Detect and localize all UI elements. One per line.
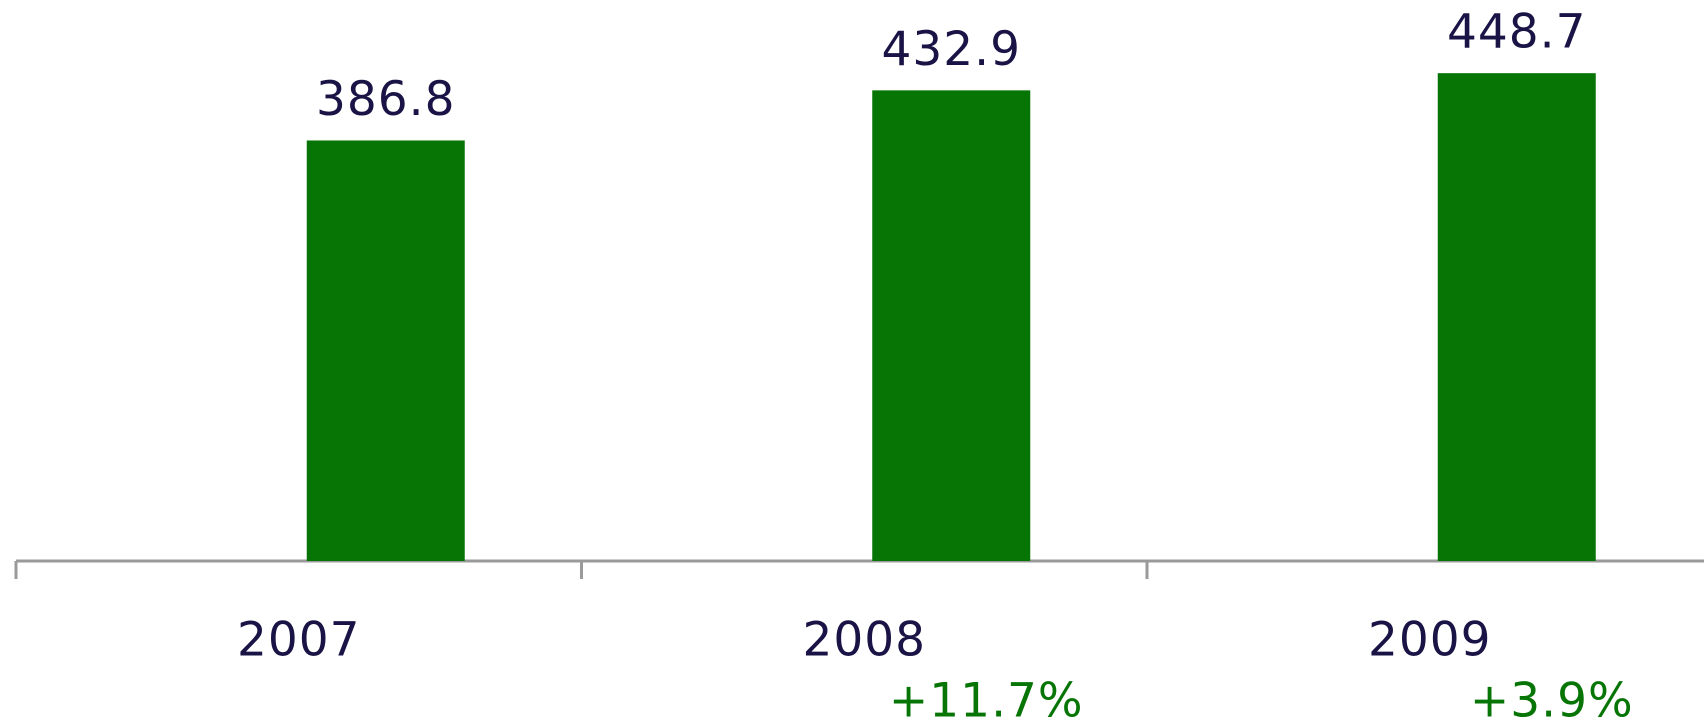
value-label: 448.7 (1447, 5, 1587, 60)
bar (1437, 73, 1596, 561)
growth-label: +3.9% (1470, 674, 1634, 723)
bar (872, 90, 1031, 561)
value-label: 432.9 (881, 22, 1021, 77)
x-tick-label: 2007 (237, 613, 361, 668)
x-tick-label: 2009 (1368, 613, 1492, 668)
growth-label: +11.7% (889, 674, 1084, 723)
value-label: 386.8 (316, 72, 456, 127)
x-tick-label: 2008 (802, 613, 926, 668)
bar (306, 140, 465, 561)
